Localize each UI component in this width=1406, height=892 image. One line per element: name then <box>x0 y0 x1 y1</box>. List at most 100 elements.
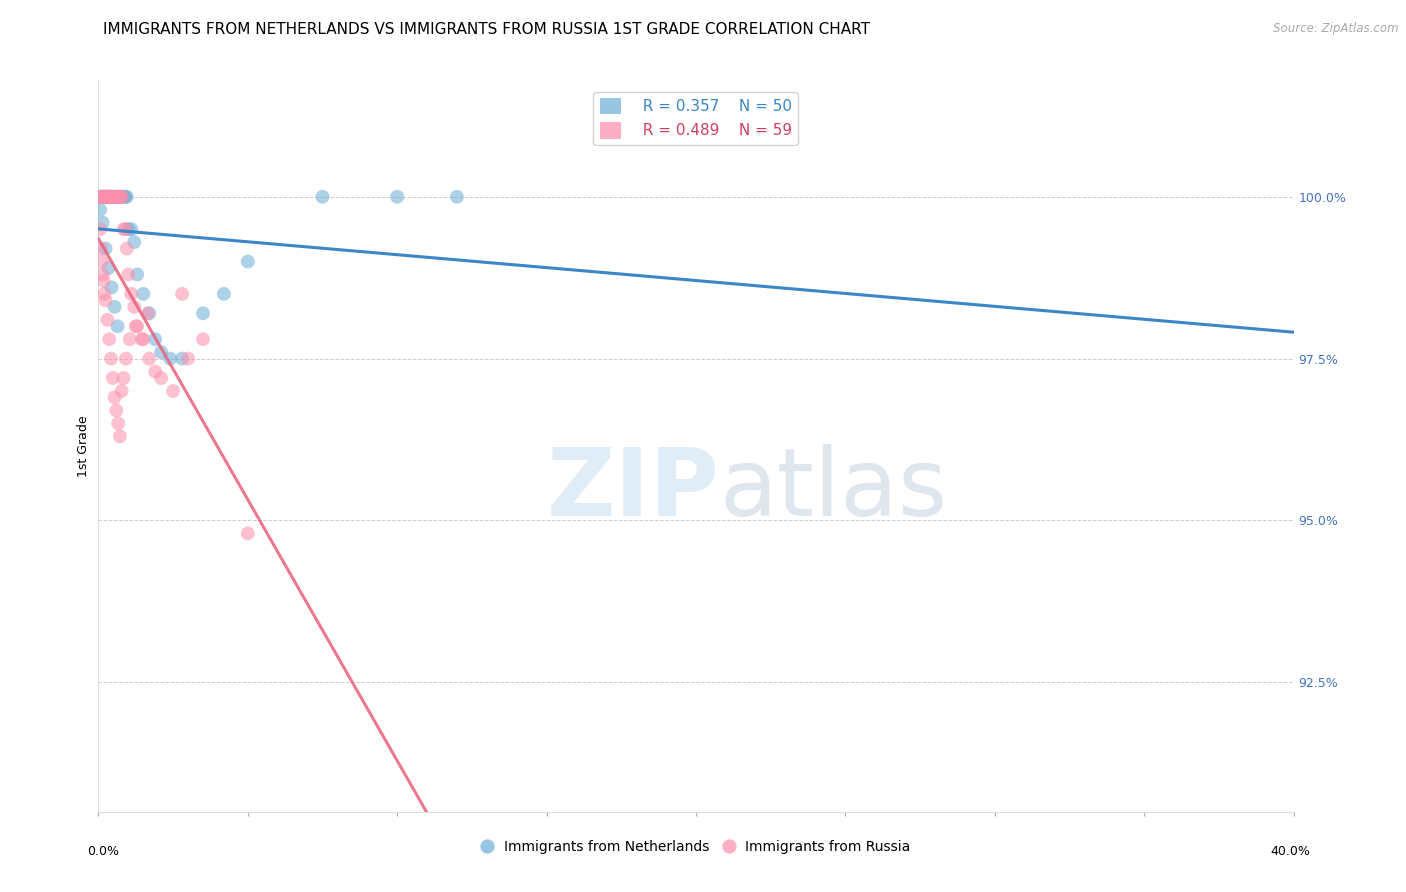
Point <box>110 190 132 204</box>
Point <box>103 300 125 314</box>
Point <box>98 332 121 346</box>
Point <box>91 268 114 282</box>
Point <box>94 242 117 256</box>
Point <box>97 190 120 204</box>
Point <box>103 391 125 405</box>
Point <box>107 417 129 431</box>
Point <box>111 384 134 398</box>
Text: 0.0%: 0.0% <box>87 846 118 858</box>
Point <box>90 242 112 256</box>
Point <box>101 190 124 204</box>
Point <box>117 222 139 236</box>
Point <box>91 190 114 204</box>
Point <box>103 190 125 204</box>
Point <box>107 190 129 204</box>
Point <box>172 286 194 301</box>
Point <box>94 190 117 204</box>
Point <box>138 306 160 320</box>
Point <box>91 254 114 268</box>
Point <box>143 332 166 346</box>
Point <box>97 260 120 275</box>
Point <box>125 319 148 334</box>
Point <box>108 190 131 204</box>
Point <box>112 371 135 385</box>
Point <box>131 332 153 346</box>
Point <box>311 190 333 204</box>
Legend: Immigrants from Netherlands, Immigrants from Russia: Immigrants from Netherlands, Immigrants … <box>477 835 915 860</box>
Point <box>150 345 173 359</box>
Text: Source: ZipAtlas.com: Source: ZipAtlas.com <box>1274 22 1399 36</box>
Point <box>132 286 155 301</box>
Point <box>114 190 136 204</box>
Point <box>120 286 142 301</box>
Point <box>91 190 114 204</box>
Point <box>138 351 160 366</box>
Point <box>127 319 149 334</box>
Point <box>136 306 159 320</box>
Point <box>177 351 200 366</box>
Point <box>89 202 111 217</box>
Point <box>94 190 117 204</box>
Point <box>97 190 120 204</box>
Point <box>97 190 120 204</box>
Point <box>91 216 114 230</box>
Text: atlas: atlas <box>720 444 948 536</box>
Point <box>117 268 139 282</box>
Point <box>98 190 121 204</box>
Point <box>105 190 128 204</box>
Point <box>96 190 118 204</box>
Point <box>89 190 111 204</box>
Point <box>191 332 214 346</box>
Point <box>89 190 111 204</box>
Point <box>111 190 134 204</box>
Point <box>212 286 235 301</box>
Point <box>111 190 134 204</box>
Point <box>94 190 117 204</box>
Point <box>93 190 115 204</box>
Point <box>107 319 129 334</box>
Point <box>104 190 127 204</box>
Point <box>93 274 115 288</box>
Point <box>105 190 128 204</box>
Point <box>104 190 127 204</box>
Point <box>124 235 146 249</box>
Point <box>103 190 125 204</box>
Point <box>91 190 114 204</box>
Point <box>98 190 121 204</box>
Point <box>89 190 111 204</box>
Point <box>172 351 194 366</box>
Point <box>89 222 111 236</box>
Point <box>110 190 132 204</box>
Point <box>108 429 131 443</box>
Point <box>236 254 259 268</box>
Point <box>101 190 124 204</box>
Point <box>91 190 114 204</box>
Point <box>96 312 118 326</box>
Point <box>385 190 409 204</box>
Point <box>108 190 131 204</box>
Point <box>96 190 118 204</box>
Point <box>115 242 138 256</box>
Point <box>101 371 124 385</box>
Point <box>127 268 149 282</box>
Point <box>96 190 118 204</box>
Point <box>112 222 135 236</box>
Y-axis label: 1st Grade: 1st Grade <box>77 415 90 477</box>
Point <box>112 190 135 204</box>
Point <box>94 190 117 204</box>
Point <box>98 190 122 204</box>
Point <box>115 190 138 204</box>
Point <box>236 526 259 541</box>
Text: 40.0%: 40.0% <box>1271 846 1310 858</box>
Point <box>191 306 214 320</box>
Point <box>105 403 128 417</box>
Point <box>143 365 166 379</box>
Point <box>90 190 112 204</box>
Point <box>101 190 124 204</box>
Point <box>100 351 122 366</box>
Point <box>115 351 138 366</box>
Text: IMMIGRANTS FROM NETHERLANDS VS IMMIGRANTS FROM RUSSIA 1ST GRADE CORRELATION CHAR: IMMIGRANTS FROM NETHERLANDS VS IMMIGRANT… <box>103 22 870 37</box>
Point <box>100 280 122 294</box>
Point <box>90 190 112 204</box>
Point <box>107 190 129 204</box>
